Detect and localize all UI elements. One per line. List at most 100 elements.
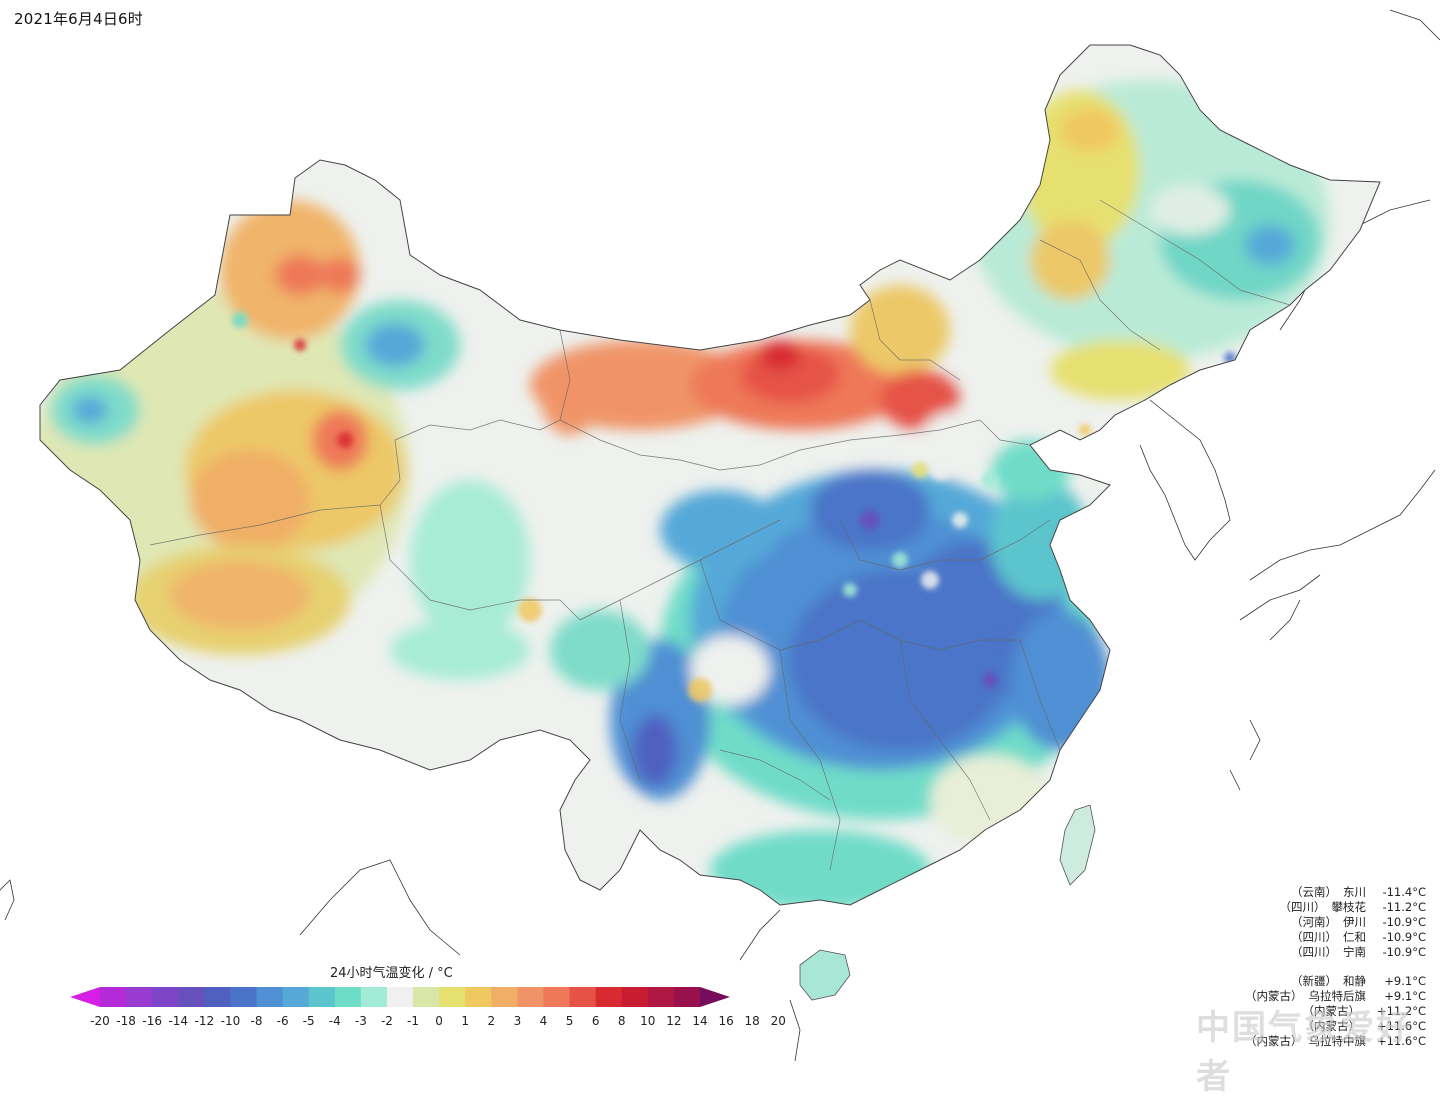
colorbar-segment <box>465 987 492 1007</box>
colorbar-segment <box>178 987 205 1007</box>
extreme-province: （河南） <box>1291 915 1337 929</box>
colorbar-tick-label: 6 <box>591 1014 600 1028</box>
extreme-value: +11.6°C <box>1376 1019 1426 1033</box>
colorbar-segment <box>334 987 362 1007</box>
colorbar-segment <box>595 987 623 1007</box>
extreme-province: （云南） <box>1291 885 1337 899</box>
colorbar-tick-label: -10 <box>220 1014 241 1028</box>
extreme-value: -11.4°C <box>1382 885 1426 899</box>
country-border <box>39 44 1381 906</box>
colorbar-segment <box>152 987 179 1007</box>
extreme-province: （内蒙古） <box>1245 1034 1303 1048</box>
colorbar-segment <box>439 987 466 1007</box>
color-scale-ticks: -20 -18 -16 -14 -12 -10 -8 -6 -5 -4 -3 -2 -1 0 1 2 3 4 5 6 8… <box>0 1014 1440 1032</box>
colorbar-tick-label: 12 <box>666 1014 682 1028</box>
colorbar-segment <box>621 987 649 1007</box>
extreme-station: 仁和 <box>1343 930 1366 944</box>
extreme-row: （四川） 攀枝花 -11.2°C <box>1245 900 1427 915</box>
extreme-value: +9.1°C <box>1384 974 1426 988</box>
colorbar-tick-label: 0 <box>435 1014 443 1028</box>
colorbar-tick-label: -5 <box>302 1014 315 1028</box>
colorbar-segment <box>386 987 414 1007</box>
colorbar-segment <box>308 987 336 1007</box>
colorbar-tick-label: -12 <box>194 1014 215 1028</box>
colorbar-segment <box>413 987 440 1007</box>
colorbar-segment <box>647 987 675 1007</box>
watermark: 中国气象爱好者 <box>1196 1008 1412 1097</box>
extreme-province: （四川） <box>1291 945 1337 959</box>
extreme-province: （内蒙古） <box>1245 989 1303 1003</box>
extreme-province: （四川） <box>1279 900 1326 914</box>
colorbar-tick-label: -1 <box>407 1014 420 1028</box>
extreme-station: 东川 <box>1343 885 1366 899</box>
extreme-row: （内蒙古） +11.2°C <box>1245 1004 1427 1019</box>
extreme-value: +11.6°C <box>1376 1034 1426 1048</box>
extreme-province: （内蒙古） <box>1302 1019 1361 1033</box>
colorbar-tick-label: 10 <box>640 1014 656 1028</box>
colorbar-tick-label: 8 <box>617 1014 626 1028</box>
extreme-station: 和静 <box>1343 974 1366 988</box>
colorbar-segment <box>126 987 153 1007</box>
colorbar-right-arrow <box>700 987 730 1007</box>
extreme-row: （内蒙古） 乌拉特后旗 +9.1°C <box>1245 989 1426 1004</box>
colorbar-tick-label: -8 <box>250 1014 263 1028</box>
colorbar-left-arrow <box>70 987 100 1007</box>
extreme-row: （新疆） 和静 +9.1°C <box>1245 974 1426 989</box>
colorbar-tick-label: -3 <box>354 1014 367 1028</box>
legend-title: 24小时气温变化 / °C <box>330 966 453 981</box>
colorbar-tick-label: -2 <box>380 1014 393 1028</box>
province-borders <box>149 199 1291 871</box>
colorbar-tick-label: 5 <box>565 1014 574 1028</box>
colorbar-tick-label: 16 <box>718 1014 734 1028</box>
colorbar-segment <box>204 987 231 1007</box>
extremes-panel: （云南） 东川 -11.4°C （四川） 攀枝花 -11.2°C （河南） 伊川… <box>1245 885 1426 1049</box>
colorbar-tick-label: -18 <box>116 1014 136 1028</box>
islands <box>799 804 1096 1001</box>
extreme-value: +9.1°C <box>1384 989 1426 1003</box>
temperature-change-map <box>0 9 1440 1061</box>
extreme-province: （四川） <box>1291 930 1337 944</box>
colorbar-segment <box>100 987 127 1007</box>
colorbar-tick-label: -14 <box>168 1014 189 1028</box>
extreme-row: （内蒙古） +11.6°C <box>1245 1019 1427 1034</box>
colorbar-tick-label: 18 <box>744 1014 760 1028</box>
extreme-row: （四川） 仁和 -10.9°C <box>1245 930 1426 945</box>
extreme-value: -10.9°C <box>1382 945 1426 959</box>
colorbar-segment <box>517 987 544 1007</box>
colorbar-tick-label: -6 <box>276 1014 289 1028</box>
extreme-station: 乌拉特后旗 <box>1308 989 1367 1003</box>
color-scale-bar <box>70 987 730 1007</box>
colorbar-segment <box>491 987 518 1007</box>
colorbar-tick-label: -4 <box>328 1014 341 1028</box>
colorbar-tick-label: 20 <box>770 1014 786 1028</box>
extreme-province: （内蒙古） <box>1302 1004 1361 1018</box>
colorbar-segment <box>360 987 388 1007</box>
colorbar-tick-label: 1 <box>461 1014 470 1028</box>
extreme-station: 攀枝花 <box>1331 900 1367 914</box>
extreme-value: -11.2°C <box>1382 900 1426 914</box>
colorbar-segment <box>230 987 258 1007</box>
extreme-value: +11.2°C <box>1376 1004 1426 1018</box>
colorbar-tick-label: 4 <box>539 1014 548 1028</box>
extreme-value: -10.9°C <box>1382 930 1426 944</box>
colorbar-segment <box>673 987 701 1007</box>
colorbar-tick-label: 2 <box>487 1014 496 1028</box>
extreme-value: -10.9°C <box>1382 915 1426 929</box>
extreme-row: （四川） 宁南 -10.9°C <box>1245 945 1426 960</box>
extreme-station: 乌拉特中旗 <box>1308 1034 1367 1048</box>
extreme-row: （河南） 伊川 -10.9°C <box>1245 915 1426 930</box>
extreme-station: 宁南 <box>1343 945 1366 959</box>
colorbar-tick-label: -20 <box>90 1014 110 1028</box>
extreme-station: 伊川 <box>1343 915 1366 929</box>
extreme-province: （新疆） <box>1291 974 1337 988</box>
colorbar-tick-label: 14 <box>692 1014 708 1028</box>
colorbar-tick-label: -16 <box>142 1014 162 1028</box>
colorbar-tick-label: 3 <box>513 1014 522 1028</box>
colorbar-segment <box>282 987 310 1007</box>
colorbar-segment <box>256 987 284 1007</box>
colorbar-segment <box>569 987 597 1007</box>
map-title: 2021年6月4日6时 <box>14 10 144 28</box>
colorbar-segment <box>543 987 571 1007</box>
extreme-row: （云南） 东川 -11.4°C <box>1245 885 1426 900</box>
extreme-row: （内蒙古） 乌拉特中旗 +11.6°C <box>1245 1034 1426 1049</box>
